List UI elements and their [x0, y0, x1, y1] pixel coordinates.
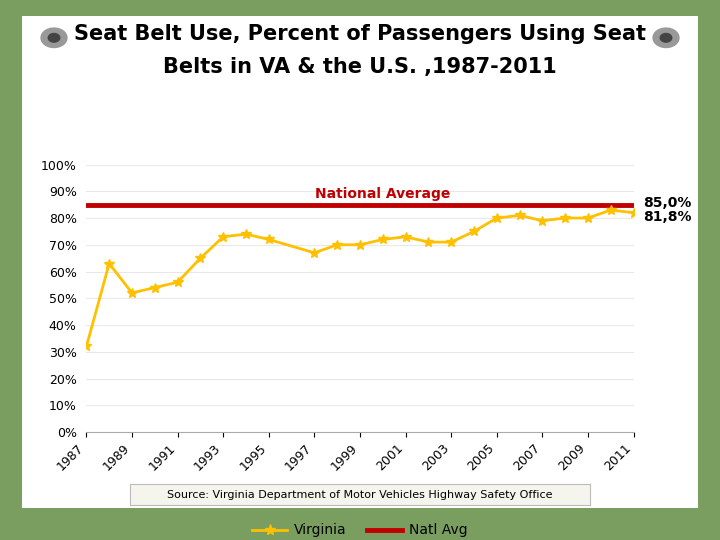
Text: Seat Belt Use, Percent of Passengers Using Seat: Seat Belt Use, Percent of Passengers Usi…	[74, 24, 646, 44]
Legend: Virginia, Natl Avg: Virginia, Natl Avg	[247, 518, 473, 540]
Text: 85,0%: 85,0%	[643, 197, 691, 211]
Text: National Average: National Average	[315, 187, 451, 201]
Text: Belts in VA & the U.S. ,1987-2011: Belts in VA & the U.S. ,1987-2011	[163, 57, 557, 77]
Text: Source: Virginia Department of Motor Vehicles Highway Safety Office: Source: Virginia Department of Motor Veh…	[167, 490, 553, 500]
Text: 81,8%: 81,8%	[643, 210, 691, 224]
